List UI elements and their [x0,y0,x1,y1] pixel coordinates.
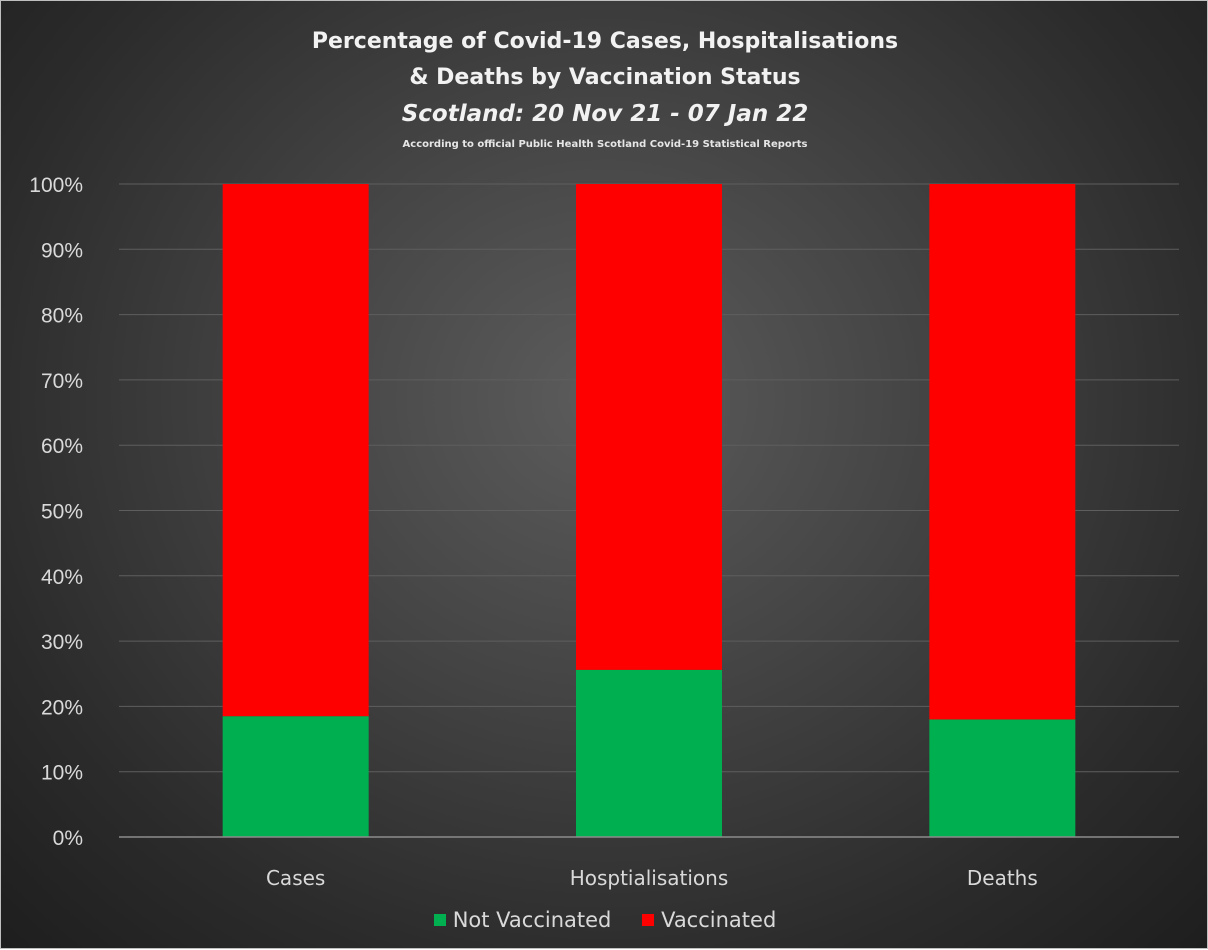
y-tick-label-5: 50% [41,501,83,524]
legend-item-not-vaccinated: Not Vaccinated [433,908,612,932]
axes: 0% 10% 20% 30% 40% 50% 60% 70% 80% 90% 100% Cases Ho… [29,174,1179,890]
bar-deaths-not-vaccinated [929,719,1076,837]
y-tick-label-3: 30% [41,631,83,654]
bar-hosptialisations-not-vaccinated [576,669,722,837]
bar-cases-vaccinated [222,184,369,717]
chart-source-note: According to official Public Health Scot… [402,139,808,150]
y-tick-label-0: 0% [53,827,83,850]
chart-title-line-2: & Deaths by Vaccination Status [409,65,801,90]
x-tick-label-deaths: Deaths [967,866,1038,890]
chart-subtitle: Scotland: 20 Nov 21 - 07 Jan 22 [401,101,809,127]
legend: Not Vaccinated Vaccinated [1,908,1208,932]
legend-label-not-vaccinated: Not Vaccinated [452,908,612,932]
y-tick-label-10: 100% [29,174,83,197]
y-tick-label-8: 80% [41,305,83,328]
y-tick-label-9: 90% [41,239,83,262]
x-tick-label-hosptialisations: Hosptialisations [570,866,729,890]
bar-cases-not-vaccinated [222,716,369,837]
y-tick-label-7: 70% [41,370,83,393]
y-tick-label-6: 60% [41,435,83,458]
legend-label-vaccinated: Vaccinated [661,908,777,932]
chart-title-line-1: Percentage of Covid-19 Cases, Hospitalis… [311,29,899,54]
legend-item-vaccinated: Vaccinated [642,908,776,932]
legend-swatch-vaccinated [642,914,655,926]
y-tick-label-1: 10% [41,762,83,785]
y-tick-label-4: 40% [41,566,83,589]
legend-swatch-not-vaccinated [433,914,446,926]
bar-deaths-vaccinated [929,184,1076,720]
bars [222,184,1076,837]
x-tick-label-cases: Cases [266,866,325,890]
bar-hosptialisations-vaccinated [576,184,722,670]
y-tick-label-2: 20% [41,696,83,719]
